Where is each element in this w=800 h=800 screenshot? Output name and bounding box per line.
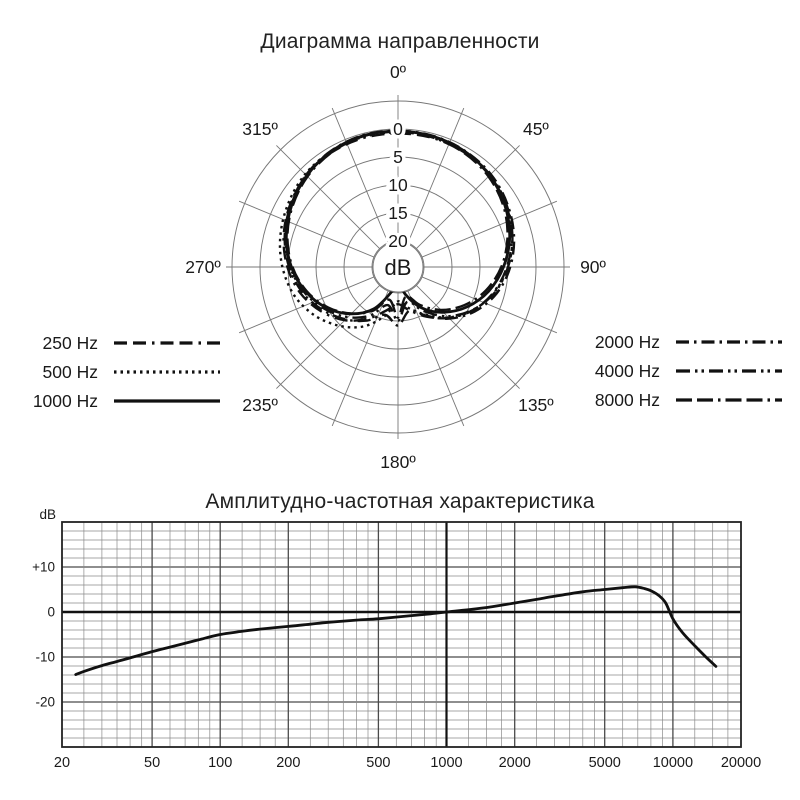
polar-spoke (416, 145, 520, 249)
polar-angle-label: 270º (185, 257, 221, 277)
legend-label: 500 Hz (42, 361, 98, 382)
x-tick-label: 50 (144, 755, 160, 771)
polar-ring-label: 15 (388, 203, 407, 223)
legend-line-sample (676, 398, 782, 402)
polar-angle-label: 45º (523, 119, 549, 139)
legend-item: 1000 Hz (10, 390, 225, 412)
x-tick-label: 500 (366, 755, 390, 771)
y-tick-label: -20 (35, 695, 55, 710)
legend-item: 2000 Hz (578, 331, 790, 353)
response-chart-title: Амплитудно-частотная характеристика (205, 490, 595, 513)
polar-angle-label: 90º (580, 257, 606, 277)
legend-item: 4000 Hz (578, 360, 790, 382)
legend-line-sample (114, 399, 220, 403)
polar-ring (371, 240, 425, 294)
polar-ring (231, 100, 565, 434)
legend-label: 250 Hz (42, 332, 98, 353)
polar-spoke (331, 107, 389, 244)
legend-item: 500 Hz (10, 361, 225, 383)
x-tick-label: 10000 (653, 755, 693, 771)
polar-ring (259, 128, 537, 406)
polar-spoke (276, 145, 380, 249)
polar-ring-label: 20 (388, 231, 408, 251)
polar-chart-title: Диаграмма направленности (260, 30, 540, 53)
legend-line-sample (114, 370, 220, 374)
y-tick-label: +10 (32, 560, 55, 575)
polar-angle-label: 235º (242, 395, 278, 415)
polar-center-db-label: dB (385, 255, 412, 280)
polar-spoke (416, 285, 520, 389)
polar-spoke (331, 290, 389, 427)
polar-angle-label: 315º (242, 119, 278, 139)
y-axis-unit-label: dB (39, 507, 56, 522)
polar-angle-label: 135º (518, 395, 554, 415)
response-grid (61, 521, 742, 748)
x-tick-label: 20000 (721, 755, 761, 771)
response-axis-labels: dB +10 0 -10 -20 20 50 100 200 500 1000 2000 5000 100… (32, 507, 761, 771)
polar-curve-250hz (282, 132, 514, 322)
x-tick-label: 100 (208, 755, 232, 771)
polar-angle-label: 0º (390, 62, 407, 82)
polar-ring-label: 0 (393, 119, 403, 139)
polar-spoke (238, 276, 375, 334)
legend-high-frequencies: 2000 Hz 4000 Hz 8000 Hz (578, 331, 790, 411)
response-plot-border (61, 521, 742, 748)
polar-curve-4000hz (284, 129, 514, 323)
polar-center-circle (372, 241, 424, 293)
legend-item: 250 Hz (10, 332, 225, 354)
legend-item: 8000 Hz (578, 389, 790, 411)
polar-directivity-chart: dB 0 5 10 15 20 0º 45º 90º 135º 180º 235º 270º 315º (185, 62, 606, 472)
polar-ring-label: 5 (393, 147, 403, 167)
x-tick-label: 1000 (430, 755, 462, 771)
legend-label: 2000 Hz (594, 331, 660, 352)
polar-spoke (421, 200, 558, 258)
x-tick-label: 5000 (589, 755, 621, 771)
polar-spoke (421, 276, 558, 334)
x-tick-label: 2000 (499, 755, 531, 771)
polar-ring (315, 184, 481, 350)
response-curve (74, 585, 718, 676)
x-tick-label: 20 (54, 755, 70, 771)
legend-line-sample (114, 341, 220, 345)
polar-spoke (407, 290, 465, 427)
polar-spoke (276, 285, 380, 389)
y-tick-label: 0 (47, 605, 55, 620)
polar-angle-label: 180º (380, 452, 416, 472)
polar-spoke (407, 107, 465, 244)
polar-spoke (238, 200, 375, 258)
legend-label: 4000 Hz (594, 360, 660, 381)
legend-line-sample (676, 340, 782, 344)
polar-curve-8000hz (286, 130, 509, 319)
legend-label: 1000 Hz (32, 390, 98, 411)
legend-line-sample (676, 369, 782, 373)
legend-label: 8000 Hz (594, 389, 660, 410)
x-tick-label: 200 (276, 755, 300, 771)
polar-ring-label: 10 (388, 175, 408, 195)
y-tick-label: -10 (35, 650, 55, 665)
legend-low-frequencies: 250 Hz 500 Hz 1000 Hz (10, 332, 225, 412)
frequency-response-chart: dB +10 0 -10 -20 20 50 100 200 500 1000 2000 5000 100… (32, 507, 761, 771)
